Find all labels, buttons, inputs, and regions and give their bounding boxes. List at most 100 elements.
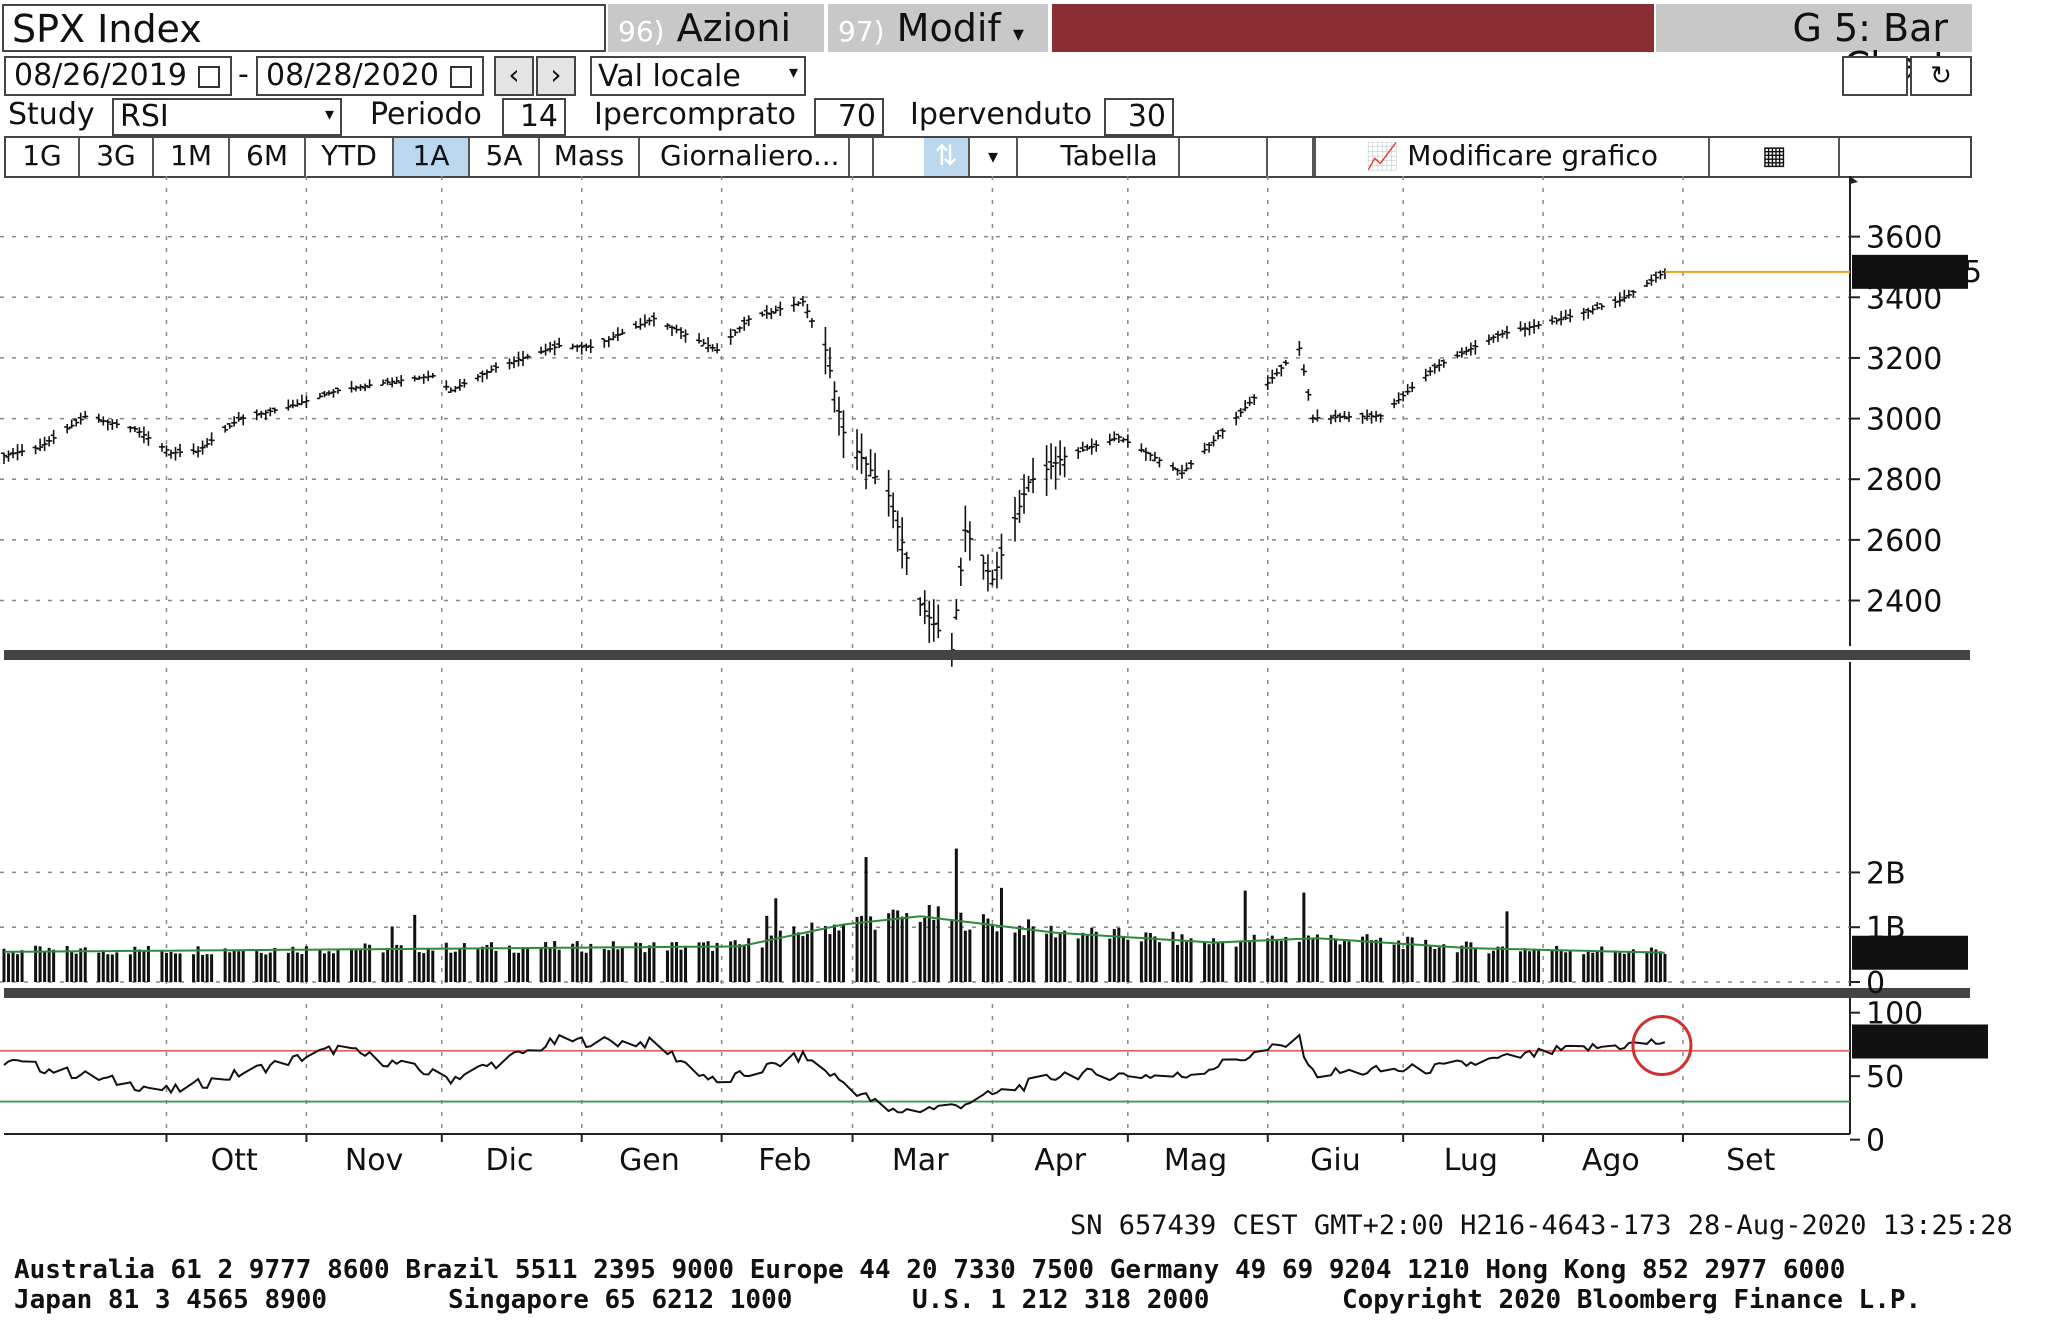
range-button-1a[interactable]: 1A: [394, 138, 470, 176]
panel-separator: [4, 988, 1970, 998]
volume-bar: [729, 941, 733, 982]
volume-bar: [1410, 937, 1414, 982]
volume-bar: [864, 857, 868, 982]
ticker-field[interactable]: SPX Index: [2, 4, 606, 52]
volume-bar: [805, 933, 809, 982]
panel-separator: [4, 650, 1970, 660]
price-tick-label: 3600: [1866, 221, 1942, 256]
table-button[interactable]: Tabella: [1040, 138, 1180, 176]
volume-bar: [1243, 890, 1247, 982]
volume-bar: [20, 950, 24, 982]
volume-bar: [160, 950, 164, 982]
volume-bar: [79, 948, 83, 982]
session-info: SN 657439 CEST GMT+2:00 H216-4643-173 28…: [1070, 1210, 2013, 1241]
volume-bar: [1460, 945, 1464, 982]
volume-bar: [1333, 938, 1337, 982]
volume-bar: [1148, 933, 1152, 982]
volume-bar: [923, 917, 927, 982]
range-button-3g[interactable]: 3G: [80, 138, 154, 176]
volume-bar: [990, 924, 994, 982]
volume-bar: [1266, 938, 1270, 982]
volume-bar: [241, 950, 245, 982]
volume-bar: [1406, 936, 1410, 982]
blank-field[interactable]: [1842, 56, 1908, 96]
volume-bar: [196, 946, 200, 982]
currency-select[interactable]: Val locale ▾: [590, 56, 806, 96]
volume-bar: [837, 930, 841, 982]
chart-area: 24002600280030003200340036003484.5501B2B…: [0, 176, 1988, 1176]
volume-bar: [602, 948, 606, 982]
range-button-5a[interactable]: 5A: [470, 138, 540, 176]
volume-bar: [1054, 937, 1058, 982]
next-period-button[interactable]: ›: [536, 56, 576, 96]
volume-bar: [670, 942, 674, 982]
volume-bar: [643, 952, 647, 982]
volume-bar: [458, 947, 462, 982]
volume-bar: [1469, 942, 1473, 982]
volume-bar: [544, 942, 548, 982]
range-button-6m[interactable]: 6M: [230, 138, 306, 176]
refresh-icon[interactable]: ↻: [1910, 56, 1972, 96]
volume-bar: [1045, 933, 1049, 982]
contacts-japan: Japan 81 3 4565 8900: [14, 1285, 328, 1315]
range-button-1g[interactable]: 1G: [6, 138, 80, 176]
azioni-menu[interactable]: 96) Azioni ▾: [608, 4, 824, 84]
range-button-1m[interactable]: 1M: [154, 138, 230, 176]
chart-settings-icon[interactable]: ▦: [1710, 138, 1840, 176]
volume-bar: [1090, 927, 1094, 982]
contacts-us: U.S. 1 212 318 2000: [912, 1285, 1210, 1315]
volume-bar: [1203, 941, 1207, 982]
volume-bar: [359, 949, 363, 982]
volume-bar: [1063, 930, 1067, 982]
volume-bar: [1239, 940, 1243, 982]
x-month-label: Ott: [211, 1143, 258, 1176]
start-date-field[interactable]: 08/26/2019: [4, 56, 232, 96]
volume-bar: [769, 935, 773, 982]
volume-bar: [1076, 938, 1080, 982]
menu-label: Modif: [896, 6, 1001, 50]
volume-bar: [1496, 946, 1500, 982]
volume-bar: [101, 950, 105, 982]
edit-chart-button[interactable]: 📈 Modificare grafico: [1314, 138, 1710, 176]
volume-bar: [634, 942, 638, 982]
study-select[interactable]: RSI ▾: [112, 98, 342, 136]
calendar-icon[interactable]: [198, 65, 221, 88]
modif-menu[interactable]: 97) Modif ▾: [828, 4, 1048, 52]
chart-type-icon[interactable]: ⇅: [924, 138, 970, 176]
last-price-label: 3484.55: [1858, 255, 1982, 290]
volume-bar: [512, 952, 516, 982]
volume-bar: [363, 943, 367, 982]
volume-bar: [968, 929, 972, 982]
volume-bar: [1401, 948, 1405, 982]
volume-bar: [1252, 934, 1256, 982]
volume-bar: [553, 941, 557, 982]
range-button-ytd[interactable]: YTD: [306, 138, 394, 176]
volume-bar: [422, 953, 426, 982]
volume-bar: [647, 945, 651, 982]
period-input[interactable]: 14: [502, 98, 566, 136]
oversold-input[interactable]: 30: [1104, 98, 1174, 136]
overbought-input[interactable]: 70: [814, 98, 884, 136]
prev-period-button[interactable]: ‹: [494, 56, 534, 96]
frequency-select[interactable]: Giornaliero...: [640, 138, 850, 176]
volume-bar: [449, 952, 453, 982]
volume-bar: [539, 947, 543, 982]
volume-bar: [223, 948, 227, 982]
volume-bar: [954, 848, 958, 982]
range-button-mass[interactable]: Mass: [540, 138, 640, 176]
volume-bar: [1654, 949, 1658, 982]
volume-bar: [1347, 941, 1351, 982]
last-rsi-badge: [1852, 1024, 1988, 1059]
volume-bar: [665, 950, 669, 982]
volume-bar: [842, 923, 846, 982]
volume-bar: [873, 929, 877, 982]
calendar-icon[interactable]: [450, 65, 473, 88]
volume-bar: [1559, 950, 1563, 982]
volume-bar: [616, 949, 620, 982]
chart-type-dropdown[interactable]: ▾: [970, 138, 1018, 176]
chevron-down-icon: ▾: [1012, 22, 1024, 47]
volume-bar: [557, 949, 561, 982]
volume-bar: [1342, 941, 1346, 982]
end-date-field[interactable]: 08/28/2020: [256, 56, 484, 96]
toolbar: [4, 136, 1972, 178]
